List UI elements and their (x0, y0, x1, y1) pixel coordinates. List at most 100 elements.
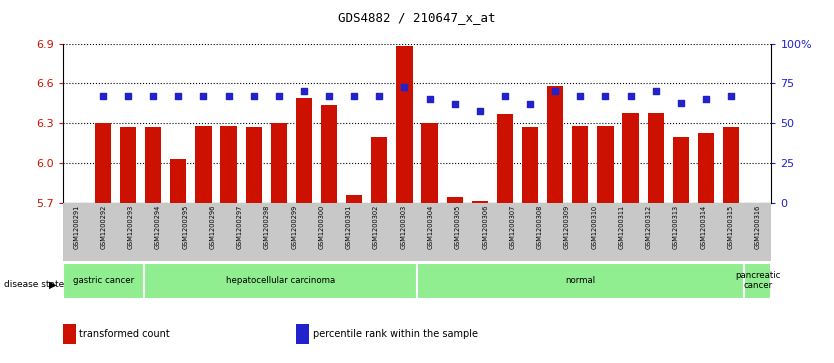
Bar (421, 123, 438, 203)
Bar (723, 127, 739, 203)
Text: GSM1200313: GSM1200313 (673, 205, 679, 249)
Point (574, 93, 587, 99)
Text: GSM1200304: GSM1200304 (428, 205, 434, 249)
Bar (346, 195, 362, 203)
Point (398, 84, 411, 90)
Text: GSM1200301: GSM1200301 (346, 205, 352, 249)
Bar (636, 203, 662, 261)
Bar (321, 105, 337, 203)
Bar (63, 203, 90, 261)
Bar (172, 203, 198, 261)
Bar (471, 203, 499, 261)
Bar (744, 263, 771, 299)
Point (96, 93, 109, 99)
Point (473, 108, 486, 114)
Text: GSM1200297: GSM1200297 (237, 205, 243, 249)
Text: percentile rank within the sample: percentile rank within the sample (313, 329, 478, 339)
Text: GSM1200315: GSM1200315 (727, 205, 734, 249)
Point (222, 93, 235, 99)
Bar (144, 203, 172, 261)
Bar (308, 203, 335, 261)
Bar (296, 98, 312, 203)
Text: GSM1200309: GSM1200309 (564, 205, 570, 249)
Bar (195, 126, 212, 203)
Point (524, 101, 537, 107)
Point (172, 93, 185, 99)
Bar (608, 203, 636, 261)
Point (373, 93, 386, 99)
Bar (662, 203, 690, 261)
Bar (522, 127, 538, 203)
Bar (145, 127, 161, 203)
Point (624, 93, 637, 99)
Bar (572, 126, 589, 203)
Text: GSM1200292: GSM1200292 (100, 205, 107, 249)
Text: transformed count: transformed count (79, 329, 170, 339)
Text: GSM1200314: GSM1200314 (701, 205, 706, 249)
Bar (622, 113, 639, 203)
Point (725, 93, 738, 99)
Text: GDS4882 / 210647_x_at: GDS4882 / 210647_x_at (339, 11, 495, 24)
Bar (396, 46, 413, 203)
Text: GSM1200310: GSM1200310 (591, 205, 597, 249)
Bar (417, 263, 744, 299)
Bar (335, 203, 363, 261)
Point (498, 93, 511, 99)
Text: GSM1200300: GSM1200300 (319, 205, 324, 249)
Bar (120, 127, 136, 203)
Bar (497, 114, 513, 203)
Text: GSM1200303: GSM1200303 (400, 205, 406, 249)
Text: GSM1200293: GSM1200293 (128, 205, 133, 249)
Text: GSM1200298: GSM1200298 (264, 205, 270, 249)
Bar (198, 203, 226, 261)
Bar (472, 201, 488, 203)
Point (147, 93, 160, 99)
Text: GSM1200299: GSM1200299 (291, 205, 297, 249)
Text: GSM1200294: GSM1200294 (155, 205, 161, 249)
Point (549, 89, 562, 94)
Bar (690, 203, 717, 261)
Bar (499, 203, 526, 261)
Bar (445, 203, 471, 261)
Bar (717, 203, 744, 261)
Point (699, 97, 712, 102)
Text: normal: normal (565, 276, 595, 285)
Bar (63, 263, 144, 299)
Point (674, 100, 687, 106)
Text: GSM1200295: GSM1200295 (183, 205, 188, 249)
Bar (220, 126, 237, 203)
Bar (226, 203, 254, 261)
Bar (95, 123, 111, 203)
Point (599, 93, 612, 99)
Point (649, 89, 662, 94)
Point (122, 93, 135, 99)
Bar (446, 197, 463, 203)
Bar (371, 137, 388, 203)
Point (297, 89, 310, 94)
Bar (363, 203, 389, 261)
Bar (553, 203, 580, 261)
Bar (673, 137, 689, 203)
Bar (526, 203, 553, 261)
Text: GSM1200302: GSM1200302 (373, 205, 379, 249)
Point (197, 93, 210, 99)
Point (247, 93, 260, 99)
Text: GSM1200308: GSM1200308 (537, 205, 543, 249)
Bar (144, 263, 417, 299)
Bar (254, 203, 281, 261)
Text: GSM1200291: GSM1200291 (73, 205, 79, 249)
Text: pancreatic
cancer: pancreatic cancer (735, 271, 781, 290)
Bar (170, 159, 187, 203)
Text: hepatocellular carcinoma: hepatocellular carcinoma (226, 276, 335, 285)
Bar (90, 203, 117, 261)
Bar (281, 203, 308, 261)
Point (272, 93, 285, 99)
Bar (597, 126, 614, 203)
Bar (245, 127, 262, 203)
Bar (647, 113, 664, 203)
Text: GSM1200311: GSM1200311 (619, 205, 625, 249)
Point (323, 93, 336, 99)
Text: GSM1200312: GSM1200312 (646, 205, 651, 249)
Text: GSM1200305: GSM1200305 (455, 205, 461, 249)
Text: ▶: ▶ (49, 280, 57, 290)
